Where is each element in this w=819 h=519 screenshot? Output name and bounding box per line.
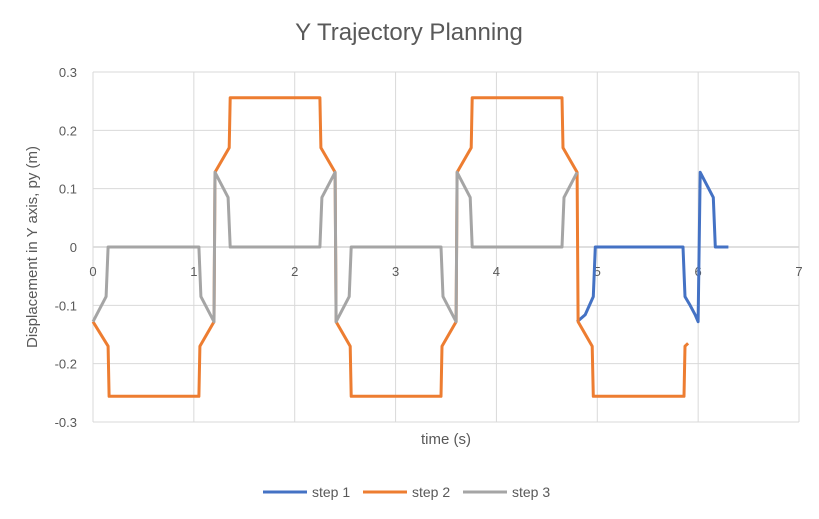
legend-label: step 3 [512,484,550,500]
x-tick-label: 3 [392,264,399,279]
y-tick-label: 0.3 [59,65,77,80]
series-lines [91,96,729,398]
y-tick-label: -0.3 [55,415,77,430]
series-line-step-3 [91,170,579,324]
x-tick-label: 4 [493,264,500,279]
legend-label: step 1 [312,484,350,500]
y-tick-label: -0.1 [55,298,77,313]
x-tick-label: 1 [190,264,197,279]
x-tick-label: 5 [594,264,601,279]
chart-title: Y Trajectory Planning [295,19,523,46]
y-tick-label: -0.2 [55,357,77,372]
y-tick-labels: 0.3 0.2 0.1 0 -0.1 -0.2 -0.3 [55,65,77,430]
series-line-step-2 [91,96,690,398]
y-tick-label: 0 [70,240,77,255]
legend: step 1 step 2 step 3 [263,484,550,500]
x-tick-label: 0 [89,264,96,279]
y-tick-label: 0.2 [59,123,77,138]
y-axis-label: Displacement in Y axis, py (m) [24,146,41,348]
y-tick-label: 0.1 [59,182,77,197]
series-line-step-1 [576,170,729,324]
x-tick-label: 7 [795,264,802,279]
x-axis-label: time (s) [421,431,471,448]
x-tick-label: 2 [291,264,298,279]
legend-label: step 2 [412,484,450,500]
